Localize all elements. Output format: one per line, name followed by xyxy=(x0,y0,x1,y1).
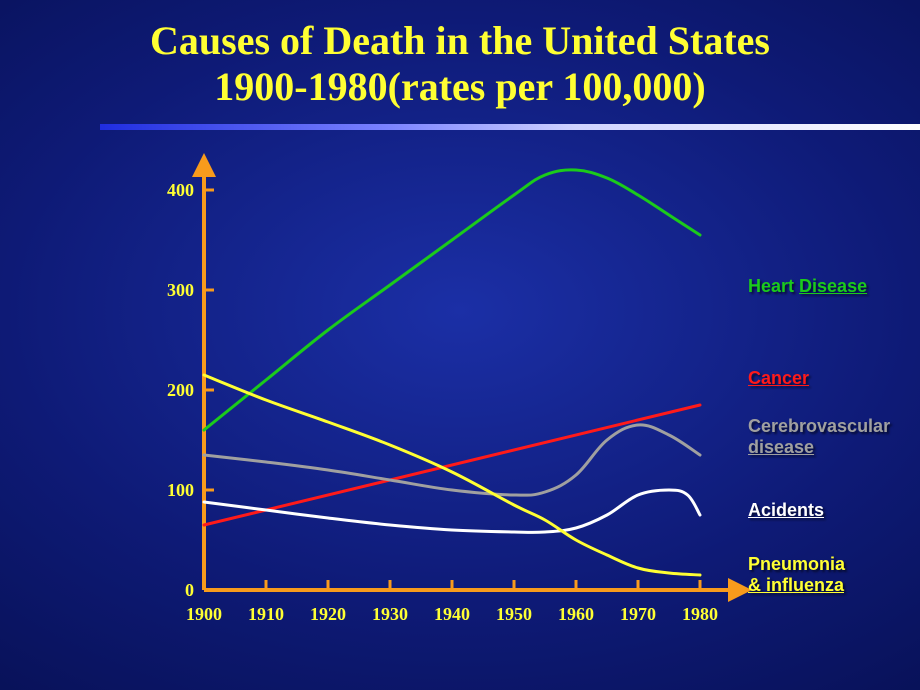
x-tick-label: 1970 xyxy=(613,604,663,625)
legend-text: Heart xyxy=(748,276,799,296)
x-tick-label: 1920 xyxy=(303,604,353,625)
x-tick-label: 1910 xyxy=(241,604,291,625)
slide: Causes of Death in the United States 190… xyxy=(0,0,920,690)
series-accidents xyxy=(204,490,700,532)
series-heart xyxy=(204,170,700,430)
legend-cerebro: Cerebrovasculardisease xyxy=(748,416,890,457)
x-tick-label: 1940 xyxy=(427,604,477,625)
legend-text-uline: & influenza xyxy=(748,575,844,595)
chart-axes xyxy=(204,165,740,590)
x-tick-label: 1960 xyxy=(551,604,601,625)
legend-text-uline: Cancer xyxy=(748,368,809,388)
y-tick-label: 400 xyxy=(154,180,194,201)
legend-text-uline: disease xyxy=(748,437,814,457)
legend-text: Pneumonia xyxy=(748,554,845,574)
legend-cancer: Cancer xyxy=(748,368,809,389)
series-cerebro xyxy=(204,425,700,495)
y-tick-label: 200 xyxy=(154,380,194,401)
x-tick-label: 1900 xyxy=(179,604,229,625)
y-tick-label: 300 xyxy=(154,280,194,301)
legend-pneumonia: Pneumonia& influenza xyxy=(748,554,845,595)
y-tick-label: 100 xyxy=(154,480,194,501)
y-tick-label: 0 xyxy=(154,580,194,601)
chart-series xyxy=(204,170,700,575)
x-tick-label: 1930 xyxy=(365,604,415,625)
x-tick-label: 1980 xyxy=(675,604,725,625)
legend-accidents: Acidents xyxy=(748,500,824,521)
legend-text-uline: Acidents xyxy=(748,500,824,520)
series-pneumonia xyxy=(204,375,700,575)
legend-heart: Heart Disease xyxy=(748,276,867,297)
legend-text: Cerebrovascular xyxy=(748,416,890,436)
x-tick-label: 1950 xyxy=(489,604,539,625)
legend-text-uline: Disease xyxy=(799,276,867,296)
